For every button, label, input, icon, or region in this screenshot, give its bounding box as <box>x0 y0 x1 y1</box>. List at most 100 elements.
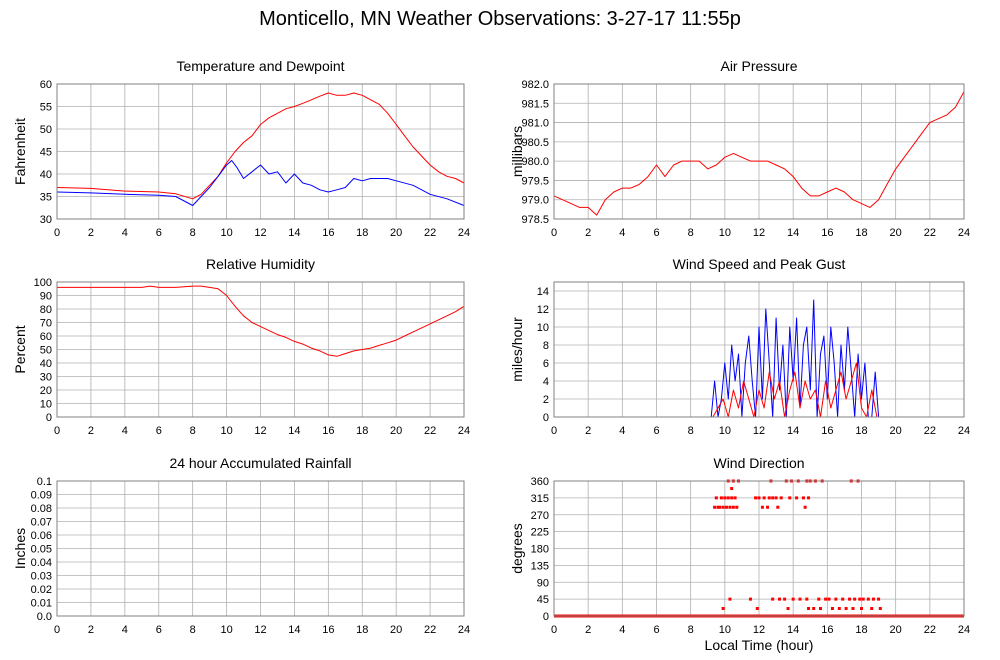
x-tick-label: 20 <box>390 624 402 636</box>
x-tick-label: 2 <box>88 425 94 437</box>
data-point <box>812 607 816 610</box>
x-tick-label: 22 <box>924 227 936 239</box>
x-tick-label: 20 <box>890 624 902 636</box>
y-tick-label: 40 <box>40 358 52 370</box>
y-tick-label: 979.5 <box>521 175 549 187</box>
x-tick-label: 10 <box>220 624 232 636</box>
data-point <box>841 597 845 601</box>
x-tick-label: 24 <box>958 227 970 239</box>
x-tick-label: 20 <box>390 425 402 437</box>
x-tick-label: 16 <box>821 425 833 437</box>
x-tick-label: 14 <box>288 624 300 636</box>
y-tick-label: 982.0 <box>521 79 549 91</box>
y-tick-label: 10 <box>40 399 52 411</box>
x-tick-label: 10 <box>719 227 731 239</box>
data-point <box>801 496 805 500</box>
y-tick-label: 0.08 <box>31 503 52 515</box>
x-tick-label: 4 <box>122 624 128 636</box>
data-point <box>760 505 764 509</box>
data-point <box>788 496 792 500</box>
y-tick-label: 0.02 <box>31 584 52 596</box>
y-tick-label: 180 <box>531 544 549 556</box>
x-tick-label: 2 <box>88 227 94 239</box>
x-tick-label: 22 <box>924 425 936 437</box>
y-tick-label: 12 <box>537 304 549 316</box>
pressure-ylabel: millibars <box>509 126 525 177</box>
temperature-title: Temperature and Dewpoint <box>176 58 344 74</box>
x-tick-label: 8 <box>190 425 196 437</box>
data-point <box>827 597 831 601</box>
y-tick-label: 0.05 <box>31 544 52 556</box>
data-point <box>866 597 870 601</box>
y-tick-label: 2 <box>543 394 549 406</box>
x-tick-label: 22 <box>424 425 436 437</box>
x-tick-label: 0 <box>551 227 557 239</box>
data-point <box>762 496 766 500</box>
y-tick-label: 315 <box>531 493 549 505</box>
y-tick-label: 0.09 <box>31 490 52 502</box>
x-tick-label: 18 <box>855 227 867 239</box>
y-tick-label: 0.04 <box>31 557 52 569</box>
y-tick-label: 90 <box>40 291 52 303</box>
x-tick-label: 2 <box>88 624 94 636</box>
rainfall-ylabel: Inches <box>12 528 28 569</box>
x-tick-label: 0 <box>54 624 60 636</box>
x-tick-label: 16 <box>322 425 334 437</box>
data-point <box>725 505 729 509</box>
y-tick-label: 50 <box>40 124 52 136</box>
temperature-series-line-1 <box>56 160 465 206</box>
y-tick-label: 20 <box>40 385 52 397</box>
x-tick-label: 6 <box>653 624 659 636</box>
y-tick-label: 50 <box>40 345 52 357</box>
x-tick-label: 14 <box>787 425 799 437</box>
x-tick-label: 24 <box>958 624 970 636</box>
data-point <box>766 505 770 509</box>
x-tick-label: 4 <box>122 425 128 437</box>
x-tick-label: 16 <box>322 227 334 239</box>
x-tick-label: 14 <box>288 227 300 239</box>
data-point <box>757 496 761 500</box>
data-point <box>851 607 855 610</box>
x-tick-label: 2 <box>585 624 591 636</box>
y-tick-label: 270 <box>531 510 549 522</box>
y-tick-label: 0.01 <box>31 598 52 610</box>
data-point <box>807 496 811 500</box>
wind-direction-plot-border <box>553 480 965 617</box>
y-tick-label: 0.07 <box>31 517 52 529</box>
y-tick-label: 30 <box>40 372 52 384</box>
wind-direction-grid: 0 2 4 6 8 10 12 14 16 18 20 22 240459013518022527031… <box>531 476 970 636</box>
data-point <box>748 597 752 601</box>
y-tick-label: 10 <box>537 322 549 334</box>
y-tick-label: 135 <box>531 560 549 572</box>
x-tick-label: 6 <box>653 227 659 239</box>
wind-speed-series-line-1 <box>554 362 964 418</box>
temperature-plot-border <box>56 83 465 220</box>
y-tick-label: 100 <box>34 277 52 289</box>
data-point <box>755 607 759 610</box>
humidity-series-line-0 <box>57 285 465 357</box>
x-tick-label: 4 <box>122 227 128 239</box>
data-point <box>837 607 841 610</box>
humidity-ylabel: Percent <box>12 325 28 373</box>
y-tick-label: 80 <box>40 304 52 316</box>
x-tick-label: 6 <box>653 425 659 437</box>
x-tick-label: 24 <box>458 425 470 437</box>
x-tick-label: 14 <box>787 624 799 636</box>
x-tick-label: 12 <box>254 227 266 239</box>
data-point <box>817 597 821 601</box>
y-tick-label: 35 <box>40 192 52 204</box>
wind-speed-plot-border <box>553 281 965 418</box>
rainfall-plot-border <box>56 480 465 617</box>
x-tick-label: 20 <box>390 227 402 239</box>
x-tick-label: 8 <box>688 624 694 636</box>
x-tick-label: 10 <box>719 624 731 636</box>
x-tick-label: 24 <box>958 425 970 437</box>
data-point <box>726 496 730 500</box>
data-point <box>719 496 723 500</box>
y-tick-label: 981.0 <box>521 118 549 130</box>
y-tick-label: 4 <box>543 376 549 388</box>
